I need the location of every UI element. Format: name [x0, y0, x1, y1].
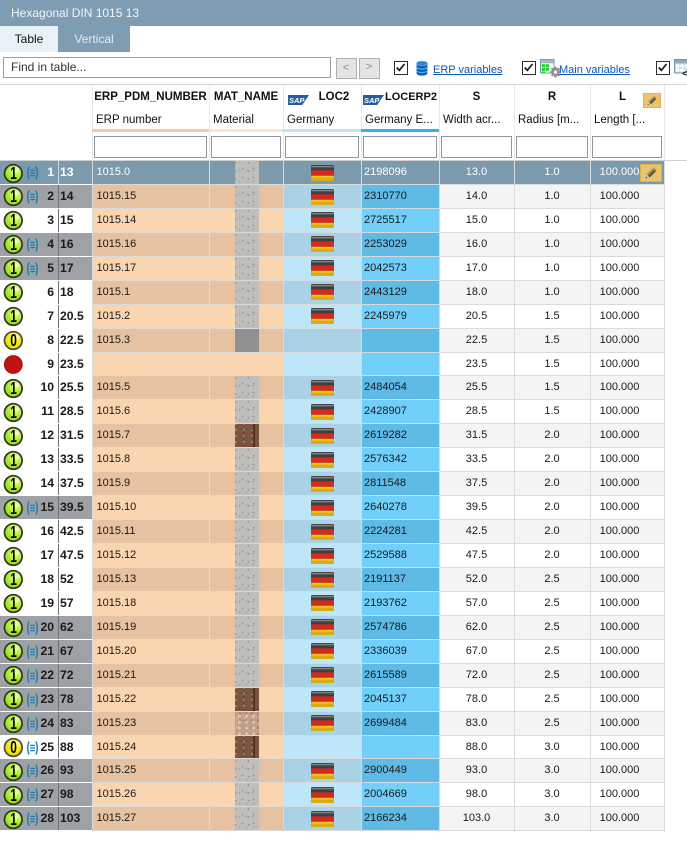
svg-text:1: 1 [10, 163, 17, 183]
svg-text:1: 1 [10, 283, 17, 303]
svg-text:1: 1 [10, 642, 17, 662]
svg-text:1: 1 [10, 714, 17, 734]
svg-text:1: 1 [10, 259, 17, 279]
svg-text:1: 1 [10, 211, 17, 231]
svg-text:0: 0 [10, 738, 17, 758]
svg-text:1: 1 [10, 786, 17, 806]
svg-text:1: 1 [10, 762, 17, 782]
svg-text:1: 1 [10, 594, 17, 614]
svg-text:1: 1 [10, 546, 17, 566]
svg-text:1: 1 [10, 451, 17, 471]
svg-text:</: </ [682, 70, 687, 78]
svg-text:1: 1 [10, 475, 17, 495]
svg-text:1: 1 [10, 523, 17, 543]
svg-text:SAP: SAP [289, 95, 305, 104]
svg-text:0: 0 [10, 331, 17, 351]
svg-text:1: 1 [10, 810, 17, 830]
svg-text:1: 1 [10, 403, 17, 423]
svg-text:SAP: SAP [364, 95, 380, 104]
svg-text:1: 1 [10, 427, 17, 447]
svg-text:1: 1 [10, 666, 17, 686]
svg-text:1: 1 [10, 379, 17, 399]
svg-text:1: 1 [10, 618, 17, 638]
svg-text:1: 1 [10, 570, 17, 590]
svg-text:1: 1 [10, 499, 17, 519]
svg-text:1: 1 [10, 187, 17, 207]
svg-text:1: 1 [10, 690, 17, 710]
svg-text:1: 1 [10, 235, 17, 255]
svg-text:1: 1 [10, 307, 17, 327]
